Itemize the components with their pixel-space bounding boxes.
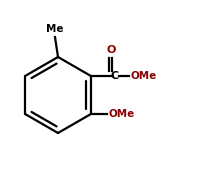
Text: Me: Me	[46, 24, 64, 34]
Text: OMe: OMe	[109, 109, 135, 119]
Text: C: C	[111, 71, 119, 81]
Text: OMe: OMe	[131, 71, 157, 81]
Text: O: O	[106, 45, 116, 55]
